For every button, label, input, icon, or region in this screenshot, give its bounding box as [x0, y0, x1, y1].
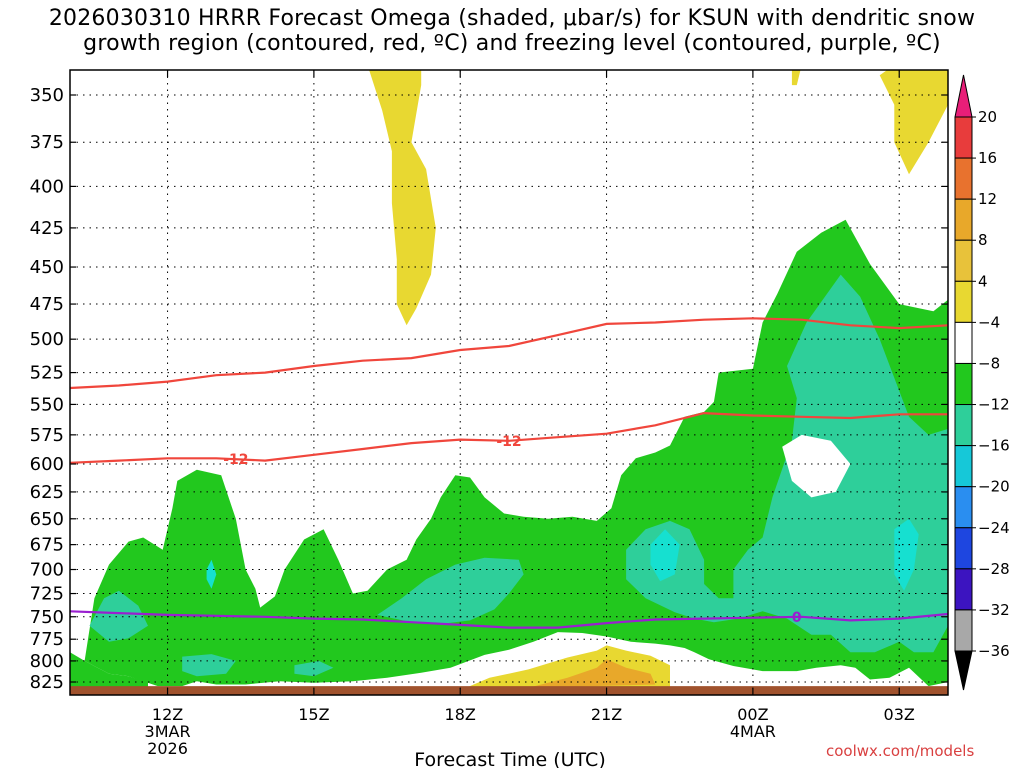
y-tick-label: 475	[30, 294, 64, 315]
omega-green-lower-left	[70, 652, 148, 691]
omega-orange-bottom	[528, 659, 656, 688]
y-tick-label: 400	[30, 176, 64, 197]
grid-layer	[70, 70, 948, 695]
omega-teal-left-lower	[182, 654, 236, 677]
colorbar-bin	[954, 609, 973, 652]
y-axis: 350 375 400 425 450 475 500 525 550 575 600 625 650 6…	[30, 85, 948, 693]
colorbar-bin	[954, 404, 973, 447]
colorbar-bin	[954, 157, 973, 200]
contour-layer: -12 -12 0	[70, 317, 948, 629]
y-tick-label: 525	[30, 363, 64, 384]
y-tick-label: 575	[30, 425, 64, 446]
colorbar-bin	[954, 486, 973, 529]
colorbar-label: −28	[978, 560, 1010, 578]
colorbar-bin	[954, 362, 973, 406]
colorbar-bin	[954, 321, 973, 364]
y-tick-label: 625	[30, 482, 64, 503]
colorbar-label: −8	[978, 354, 1000, 372]
colorbar-label: −16	[978, 437, 1010, 455]
colorbar-bin	[954, 198, 973, 241]
colorbar-bottom-arrow	[954, 650, 973, 691]
y-tick-label: 825	[30, 672, 64, 693]
x-tick-year: 2026	[147, 739, 188, 758]
omega-yellow-top-tiny	[791, 70, 801, 86]
colorbar-label: 20	[978, 108, 997, 126]
x-tick-label: 03Z	[884, 705, 915, 724]
y-tick-label: 350	[30, 85, 64, 106]
y-tick-label: 650	[30, 509, 64, 530]
omega-teal-center	[377, 557, 524, 624]
colorbar: 20 16 12 8 4 −4 −8 −12 −16 −20 −24 −28 −32 −36	[954, 74, 1010, 691]
colorbar-label: −24	[978, 519, 1010, 537]
y-tick-label: 550	[30, 394, 64, 415]
colorbar-bin	[954, 239, 973, 282]
plot-frame	[69, 69, 949, 696]
omega-yellow-top-right	[879, 70, 948, 175]
colorbar-label: −32	[978, 601, 1010, 619]
omega-cyan-patch-3	[206, 559, 217, 589]
site-credit: coolwx.com/models	[826, 742, 975, 760]
chart-title-line-2: growth region (contoured, red, ºC) and f…	[83, 31, 941, 56]
x-axis-label: Forecast Time (UTC)	[414, 749, 605, 768]
y-tick-label: 450	[30, 257, 64, 278]
omega-white-hole	[782, 434, 851, 498]
y-tick-label: 375	[30, 132, 64, 153]
y-tick-label: 600	[30, 454, 64, 475]
x-tick-label: 21Z	[591, 705, 622, 724]
y-tick-label: 675	[30, 535, 64, 556]
colorbar-label: 12	[978, 190, 997, 208]
colorbar-bin	[954, 568, 973, 611]
x-tick-label: 15Z	[298, 705, 329, 724]
omega-cyan-patch-2	[894, 518, 919, 591]
contour-dendritic-lower	[70, 411, 948, 464]
colorbar-label: −36	[978, 642, 1010, 660]
omega-cyan-patch-1	[650, 529, 680, 582]
contour-label: -12	[223, 452, 248, 468]
colorbar-bin	[954, 116, 973, 159]
colorbar-label: 16	[978, 149, 997, 167]
contour-label: 0	[792, 610, 802, 626]
y-tick-label: 700	[30, 560, 64, 581]
contour-dendritic-upper	[70, 317, 948, 390]
colorbar-bin	[954, 445, 973, 488]
y-tick-label: 725	[30, 584, 64, 605]
colorbar-label: −12	[978, 396, 1010, 414]
y-tick-label: 500	[30, 329, 64, 350]
x-tick-label: 18Z	[445, 705, 476, 724]
x-tick-date: 3MAR	[145, 722, 191, 741]
ground-strip	[70, 686, 948, 695]
chart-title: 2026030310 HRRR Forecast Omega (shaded, …	[0, 6, 1024, 56]
chart-title-line-1: 2026030310 HRRR Forecast Omega (shaded, …	[48, 6, 976, 31]
colorbar-label: −4	[978, 313, 1000, 331]
y-tick-label: 425	[30, 218, 64, 239]
colorbar-label: −20	[978, 478, 1010, 496]
omega-shading-layer	[70, 70, 948, 695]
x-tick-date: 4MAR	[730, 722, 776, 741]
colorbar-label: 4	[978, 272, 988, 290]
omega-teal-left	[89, 590, 148, 642]
y-tick-label: 750	[30, 607, 64, 628]
y-tick-label: 800	[30, 651, 64, 672]
contour-label: -12	[496, 434, 521, 450]
x-tick-label: 12Z	[152, 705, 183, 724]
colorbar-bin	[954, 527, 973, 570]
x-tick-label: 00Z	[737, 705, 768, 724]
contour-freezing-level	[70, 610, 948, 629]
colorbar-bin	[954, 280, 973, 323]
colorbar-top-arrow	[954, 74, 973, 118]
y-tick-label: 775	[30, 629, 64, 650]
colorbar-label: 8	[978, 231, 988, 249]
omega-yellow-top-center	[369, 70, 436, 326]
omega-green-main	[84, 219, 948, 687]
